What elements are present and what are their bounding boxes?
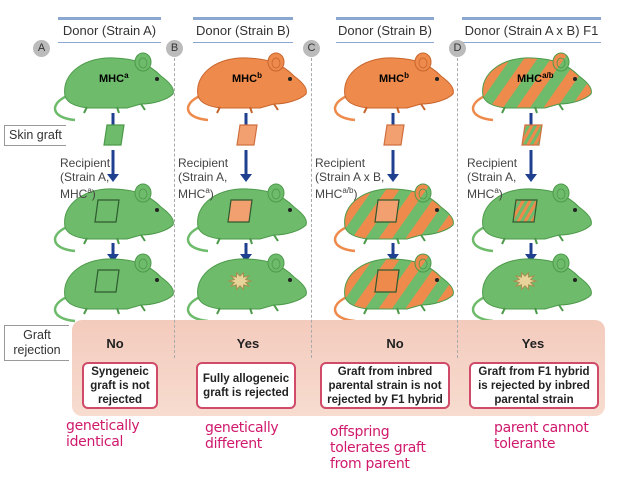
handwritten-annotation: genetically different [205, 420, 279, 452]
panel-letter: C [303, 40, 320, 57]
handwritten-line: tolerates graft [330, 440, 426, 456]
arrow-to-outcome [525, 243, 537, 262]
outcome-note: Syngeneic graft is not rejected [82, 362, 158, 409]
outcome-mouse [472, 253, 592, 323]
rejected-graft-scab [227, 271, 253, 291]
panel-letter: D [449, 40, 466, 57]
donor-header: Donor (Strain B) [193, 17, 293, 43]
donor-mouse [187, 52, 307, 122]
column-divider [457, 58, 458, 358]
recipient-mhc-base: MHC [467, 187, 495, 201]
column-divider [311, 58, 312, 358]
arrow-to-recipient [387, 150, 399, 182]
outcome-note: Fully allogeneic graft is rejected [196, 362, 296, 409]
recipient-mhc-sup: a [87, 186, 92, 195]
donor-mhc-label: MHCb [379, 71, 409, 85]
rejection-answer: Yes [521, 336, 545, 351]
recipient-mhc: MHCa) [60, 186, 96, 201]
outcome-note: Graft from F1 hybrid is rejected by inbr… [469, 362, 599, 409]
donor-mhc-label: MHCa [99, 71, 129, 85]
recipient-mhc: MHCa/b) [315, 186, 358, 201]
handwritten-annotation: offspring tolerates graft from parent [330, 424, 426, 472]
recipient-mhc-sup: a [494, 186, 499, 195]
recipient-label-line2: (Strain A, [178, 170, 228, 184]
recipient-mhc-sup: a/b [342, 186, 354, 195]
donor-mouse [472, 52, 592, 122]
recipient-mhc: MHCa) [467, 186, 503, 201]
recipient-mouse [187, 183, 307, 253]
handwritten-line: offspring [330, 424, 390, 440]
skin-graft-patch [521, 124, 543, 146]
outcome-mouse [334, 253, 454, 323]
panel-letter: B [166, 40, 183, 57]
panel-letter: A [33, 40, 50, 57]
graft-rejection-label: Graft rejection [4, 325, 69, 361]
donor-mouse [54, 52, 174, 122]
rejection-answer: Yes [236, 336, 260, 351]
recipient-mhc-base: MHC [60, 187, 88, 201]
handwritten-line: genetically [66, 418, 140, 434]
rejection-answer: No [386, 336, 404, 351]
skin-graft-patch [236, 124, 258, 146]
rejection-answer: No [106, 336, 124, 351]
recipient-label-line1: Recipient [60, 156, 111, 170]
donor-header: Donor (Strain A) [58, 17, 161, 43]
recipient-mouse [334, 183, 454, 253]
skin-graft-patch [103, 124, 125, 146]
handwritten-annotation: parent cannot tolerante [494, 420, 589, 452]
recipient-mhc-base: MHC [178, 187, 206, 201]
recipient-label: Recipient (Strain A x B, MHCa/b) [315, 156, 384, 201]
recipient-label: Recipient (Strain A, MHCa) [60, 156, 110, 201]
recipient-mhc: MHCa) [178, 186, 214, 201]
donor-header: Donor (Strain B) [336, 17, 434, 43]
recipient-label: Recipient (Strain A, MHCa) [467, 156, 517, 201]
grafted-patch [374, 199, 400, 223]
arrow-to-recipient [107, 150, 119, 182]
grafted-patch [94, 199, 120, 223]
arrow-to-outcome [240, 243, 252, 262]
handwritten-line: different [205, 436, 262, 452]
recipient-label-line1: Recipient [178, 156, 229, 170]
recipient-label-line2: (Strain A x B, [315, 170, 385, 184]
donor-mouse [334, 52, 454, 122]
accepted-graft [94, 269, 120, 293]
recipient-label: Recipient (Strain A, MHCa) [178, 156, 228, 201]
handwritten-annotation: genetically identical [66, 418, 140, 450]
recipient-label-line2: (Strain A, [60, 170, 110, 184]
recipient-mhc-sup: a [205, 186, 210, 195]
grafted-patch [512, 199, 538, 223]
recipient-mouse [472, 183, 592, 253]
accepted-graft [374, 269, 400, 293]
grafted-patch [227, 199, 253, 223]
recipient-label-line1: Recipient [467, 156, 518, 170]
handwritten-line: identical [66, 434, 124, 450]
arrow-to-recipient [525, 150, 537, 182]
skin-graft-label: Skin graft [4, 125, 66, 146]
handwritten-line: parent cannot [494, 420, 589, 436]
handwritten-line: tolerante [494, 436, 556, 452]
arrow-to-outcome [387, 243, 399, 262]
handwritten-line: genetically [205, 420, 279, 436]
graft-rejection-label-line1: Graft [23, 328, 51, 342]
donor-mhc-label: MHCa/b [517, 71, 554, 85]
recipient-mouse [54, 183, 174, 253]
rejected-graft-scab [512, 271, 538, 291]
skin-graft-patch [383, 124, 405, 146]
outcome-mouse [54, 253, 174, 323]
recipient-mhc-base: MHC [315, 187, 343, 201]
column-divider [174, 58, 175, 358]
outcome-mouse [187, 253, 307, 323]
arrow-to-outcome [107, 243, 119, 262]
donor-header: Donor (Strain A x B) F1 [462, 17, 601, 43]
recipient-label-line2: (Strain A, [467, 170, 517, 184]
donor-mhc-label: MHCb [232, 71, 262, 85]
handwritten-line: from parent [330, 456, 410, 472]
outcome-note: Graft from inbred parental strain is not… [320, 362, 450, 409]
recipient-label-line1: Recipient [315, 156, 366, 170]
arrow-to-recipient [240, 150, 252, 182]
graft-rejection-label-line2: rejection [13, 343, 61, 357]
